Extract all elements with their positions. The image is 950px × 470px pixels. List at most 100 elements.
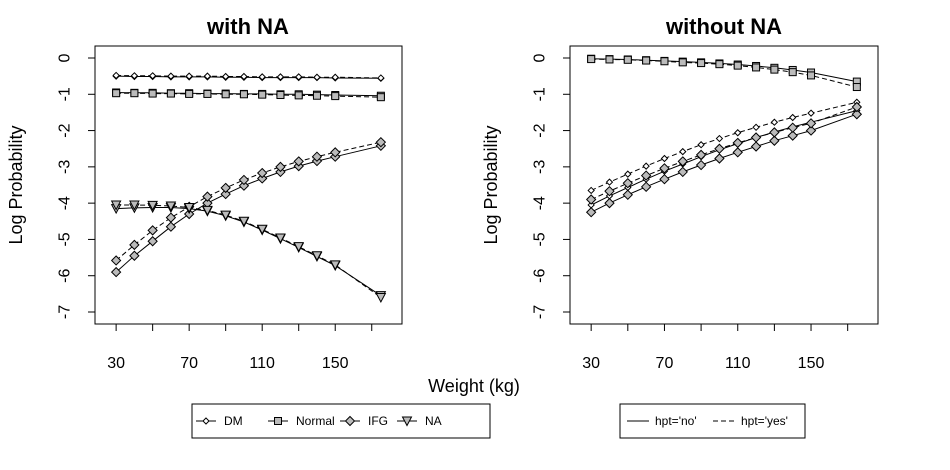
data-point-na xyxy=(256,224,268,235)
series-line-na-no xyxy=(116,207,382,297)
series-line-ifg-no xyxy=(115,145,382,273)
data-point-normal xyxy=(733,61,742,70)
data-point-ifg xyxy=(640,181,652,193)
data-point-na xyxy=(110,200,122,211)
data-point-dm xyxy=(770,118,779,126)
data-point-dm xyxy=(203,72,212,80)
data-point-ifg xyxy=(147,225,158,236)
data-point-ifg xyxy=(256,173,268,184)
data-point-normal xyxy=(258,90,267,99)
legend-label-ifg: IFG xyxy=(368,414,388,428)
data-point-dm xyxy=(331,73,339,81)
chart-title: with NA xyxy=(206,14,289,39)
data-point-normal xyxy=(788,68,797,77)
data-point-normal xyxy=(587,55,596,64)
data-point-ifg xyxy=(769,127,780,138)
data-point-dm xyxy=(167,72,175,80)
legend-label-normal: Normal xyxy=(296,414,335,428)
data-point-ifg xyxy=(714,153,725,164)
x-tick-label: 150 xyxy=(798,355,825,372)
data-point-dm xyxy=(752,123,760,132)
data-point-na xyxy=(293,242,305,253)
x-tick-label: 70 xyxy=(180,355,198,372)
data-point-ifg xyxy=(851,109,863,120)
data-point-dm xyxy=(185,72,193,80)
data-point-ifg xyxy=(732,137,743,149)
data-point-ifg xyxy=(256,167,268,179)
data-point-normal xyxy=(623,55,632,64)
y-tick-label: -6 xyxy=(532,269,549,283)
data-point-na xyxy=(202,205,213,216)
data-point-dm xyxy=(660,154,669,163)
data-point-dm xyxy=(624,170,632,178)
data-point-ifg xyxy=(311,151,323,162)
data-point-ifg xyxy=(147,236,158,247)
data-point-dm xyxy=(807,109,815,117)
data-point-ifg xyxy=(604,197,615,209)
data-point-normal xyxy=(852,83,861,92)
data-point-ifg xyxy=(275,161,286,173)
x-tick-label: 30 xyxy=(107,355,125,372)
data-point-ifg xyxy=(604,185,615,197)
y-tick-label: -3 xyxy=(532,160,549,174)
data-point-ifg xyxy=(165,212,177,223)
data-point-ifg xyxy=(787,130,798,141)
data-point-dm xyxy=(377,74,385,82)
data-point-ifg xyxy=(750,132,762,143)
data-point-ifg xyxy=(129,239,140,251)
y-tick-label: -5 xyxy=(532,232,549,246)
data-point-ifg xyxy=(622,177,634,189)
data-point-dm xyxy=(276,73,285,81)
data-point-normal xyxy=(697,59,706,68)
marker-legend: DM Normal IFG NA xyxy=(191,403,491,439)
data-point-ifg xyxy=(375,136,387,148)
legend-marker-normal xyxy=(274,417,282,425)
plot-frame xyxy=(94,45,403,325)
data-point-ifg xyxy=(622,189,634,201)
data-point-dm xyxy=(789,113,797,122)
legend-label-hpt: hpt='no' xyxy=(655,414,697,428)
data-point-ifg xyxy=(769,135,780,146)
data-point-na xyxy=(165,201,177,212)
data-point-normal xyxy=(807,71,816,80)
data-point-ifg xyxy=(677,156,688,167)
data-point-normal xyxy=(203,89,212,98)
series-line-dm-yes xyxy=(590,101,857,191)
data-point-ifg xyxy=(787,122,798,133)
data-point-ifg xyxy=(640,170,652,181)
data-point-na xyxy=(238,216,250,227)
x-tick-label: 110 xyxy=(249,355,275,372)
data-point-normal xyxy=(715,60,724,69)
data-point-ifg xyxy=(220,182,231,194)
chart-title: without NA xyxy=(665,14,782,39)
data-point-ifg xyxy=(129,250,140,261)
x-tick-label: 70 xyxy=(656,355,674,372)
data-point-normal xyxy=(605,55,614,64)
data-point-ifg xyxy=(110,266,122,278)
data-point-ifg xyxy=(750,141,762,152)
data-point-ifg xyxy=(220,188,231,200)
y-axis-label: Log Probability xyxy=(6,125,26,244)
data-point-na xyxy=(311,251,323,262)
data-point-ifg xyxy=(293,156,304,167)
data-point-normal xyxy=(130,89,139,98)
x-tick-label: 150 xyxy=(322,355,349,372)
data-point-ifg xyxy=(585,194,597,205)
y-tick-label: -4 xyxy=(532,196,549,210)
data-point-dm xyxy=(313,73,321,81)
data-point-dm xyxy=(112,71,120,80)
x-tick-label: 30 xyxy=(582,355,600,372)
data-point-normal xyxy=(221,90,230,99)
data-point-normal xyxy=(112,89,121,98)
legend-label-na: NA xyxy=(425,414,442,428)
series-line-dm-no xyxy=(590,110,857,206)
plot-frame xyxy=(569,45,879,325)
data-point-na xyxy=(375,292,387,304)
legend-label-dm: DM xyxy=(224,414,243,428)
data-point-normal xyxy=(276,91,285,100)
data-point-na xyxy=(329,260,341,271)
y-axis-label: Log Probability xyxy=(481,125,501,244)
data-point-ifg xyxy=(695,159,707,171)
series-line-na-yes xyxy=(116,204,382,298)
